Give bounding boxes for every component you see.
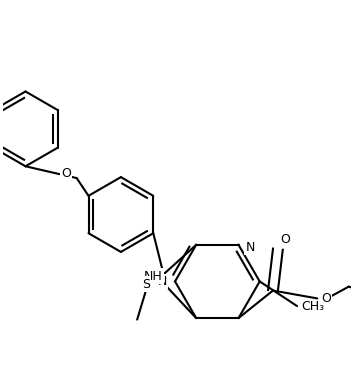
Text: O: O [321,292,331,305]
Text: NH: NH [144,270,163,283]
Text: O: O [61,167,71,180]
Text: S: S [142,278,150,291]
Text: O: O [280,233,290,246]
Text: N: N [158,275,167,288]
Text: N: N [245,241,255,254]
Text: CH₃: CH₃ [301,300,324,312]
